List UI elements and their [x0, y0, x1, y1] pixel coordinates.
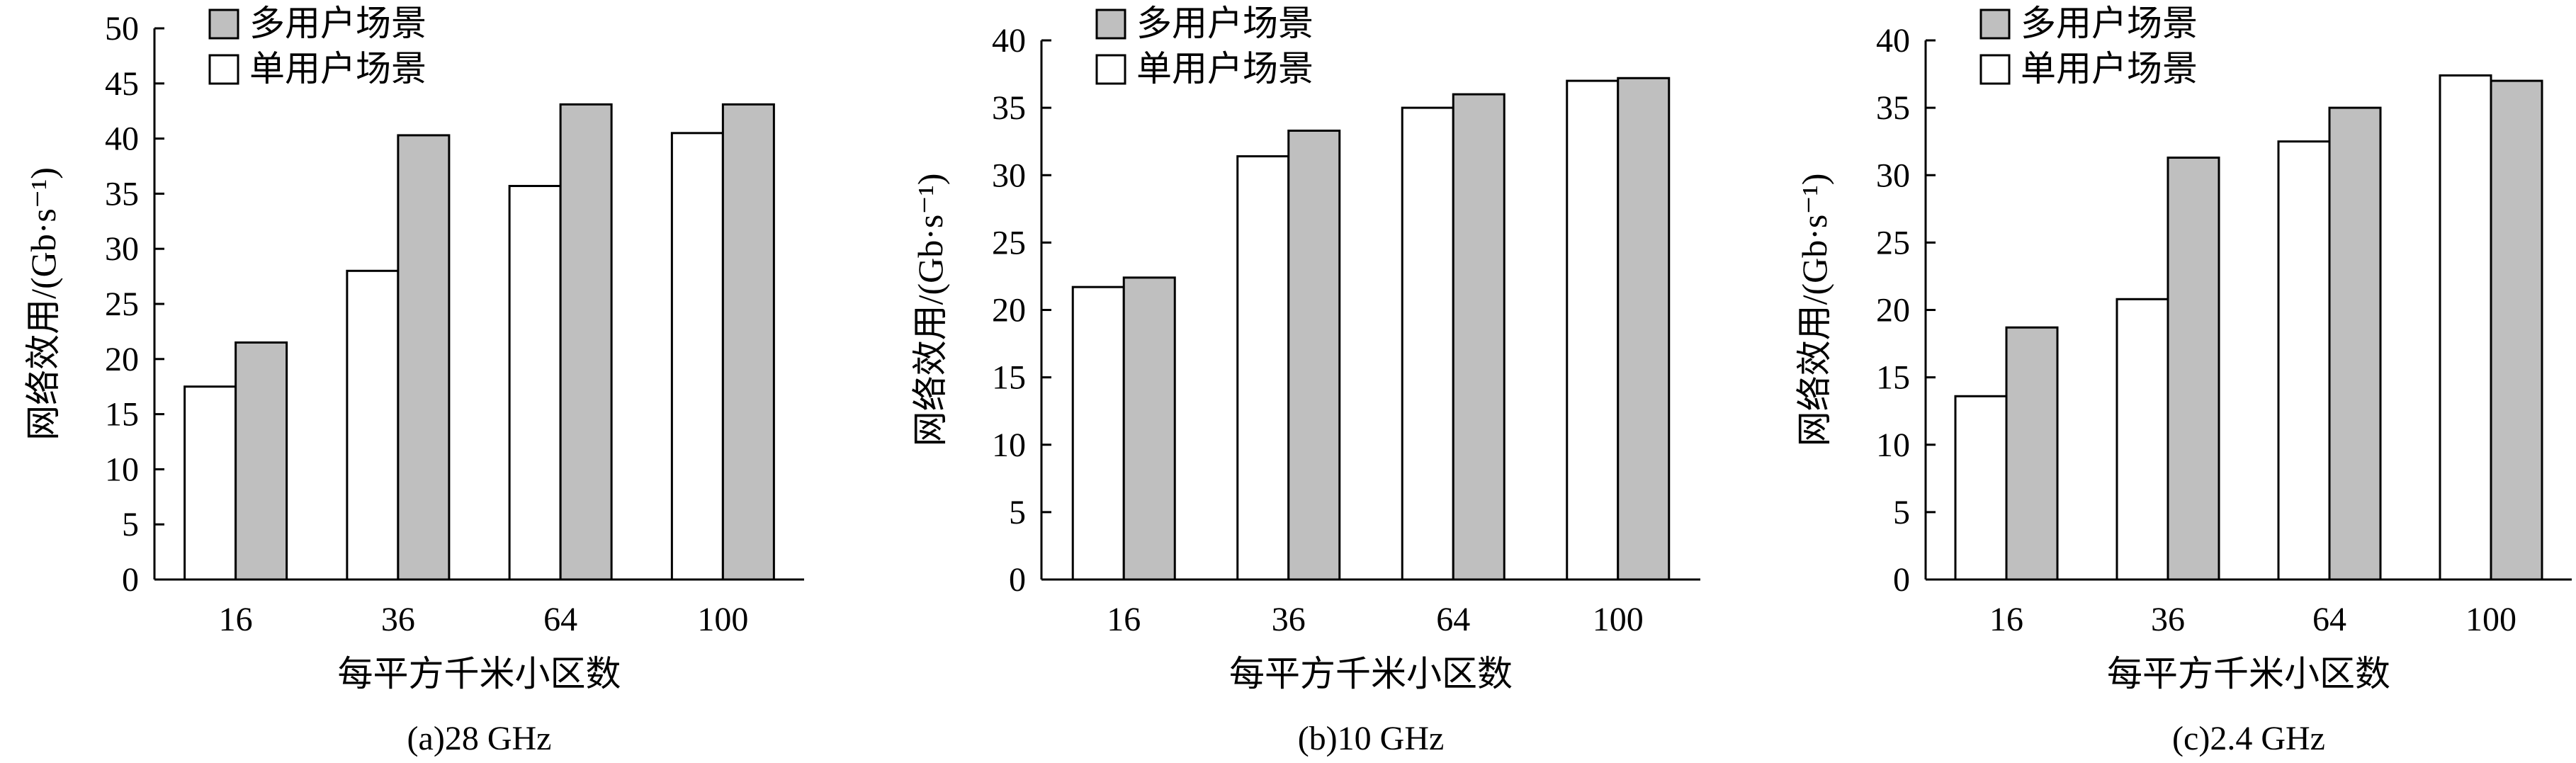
bar-single-user-100 — [670, 132, 724, 581]
bar-multi-user-16 — [235, 341, 288, 581]
bar-single-user-16 — [1071, 286, 1125, 581]
bar-single-user-64 — [2277, 140, 2331, 581]
bar-single-user-64 — [508, 185, 562, 581]
bar-single-user-36 — [346, 269, 400, 581]
y-tick-label: 45 — [105, 65, 139, 103]
bar-multi-user-36 — [1287, 129, 1341, 581]
y-tick-label: 40 — [992, 22, 1026, 60]
legend-swatch-single-user — [208, 54, 239, 85]
panel-caption: (a)28 GHz — [407, 720, 552, 757]
x-axis-title: 每平方千米小区数 — [338, 654, 621, 694]
bar-single-user-64 — [1401, 106, 1454, 581]
y-tick-label: 35 — [105, 175, 139, 213]
y-tick-label: 15 — [105, 396, 139, 434]
y-tick-label: 15 — [992, 359, 1026, 397]
bar-multi-user-100 — [1617, 77, 1671, 581]
x-tick-label: 16 — [1107, 601, 1141, 638]
y-tick-label: 5 — [1009, 494, 1026, 531]
y-axis-title: 网络效用/(Gb·s⁻¹) — [23, 167, 63, 441]
x-tick-label: 100 — [697, 601, 748, 638]
x-tick-label: 36 — [381, 601, 415, 638]
y-tick-label: 20 — [992, 292, 1026, 329]
x-tick-label: 16 — [219, 601, 253, 638]
legend-swatch-single-user — [1979, 54, 2011, 85]
bar-multi-user-64 — [1452, 93, 1506, 581]
legend-label-multi-user: 多用户场景 — [1136, 4, 1314, 43]
bar-single-user-36 — [2115, 298, 2169, 581]
bar-multi-user-16 — [2005, 326, 2059, 581]
y-tick-label: 35 — [1876, 89, 1910, 127]
chart-panel-b: 0 5 10 15 20 25 30 35 40 16 36 64 100 每平方千米小区数 (b)10 G… — [910, 4, 1700, 757]
x-tick-label: 64 — [1436, 601, 1470, 638]
y-axis-title: 网络效用/(Gb·s⁻¹) — [1795, 174, 1834, 447]
chart-panel-a: 0 5 10 15 20 25 30 35 40 45 50 16 36 64 100 每平方千米小区数 (a)… — [23, 4, 804, 757]
bar-multi-user-100 — [2490, 79, 2543, 581]
bar-single-user-16 — [1954, 395, 2008, 581]
y-tick-label: 0 — [122, 561, 139, 599]
y-tick-label: 5 — [122, 506, 139, 543]
y-tick-label: 50 — [105, 10, 139, 47]
x-tick-label: 100 — [1593, 601, 1644, 638]
y-axis-title: 网络效用/(Gb·s⁻¹) — [910, 174, 950, 447]
chart-panel-c: 0 5 10 15 20 25 30 35 40 16 36 64 100 每平方千米小区数 (c)2.4 … — [1795, 4, 2572, 757]
legend-label-single-user: 单用户场景 — [249, 49, 426, 89]
legend-swatch-multi-user — [1095, 9, 1126, 40]
y-tick-label: 30 — [992, 157, 1026, 194]
y-tick-label: 5 — [1893, 494, 1910, 531]
y-tick-label: 40 — [1876, 22, 1910, 60]
bar-single-user-100 — [2439, 74, 2492, 581]
y-tick-label: 0 — [1893, 561, 1910, 599]
y-tick-label: 35 — [992, 89, 1026, 127]
legend-swatch-multi-user — [208, 9, 239, 40]
y-tick-label: 15 — [1876, 359, 1910, 397]
y-tick-label: 20 — [1876, 292, 1910, 329]
legend-swatch-single-user — [1095, 54, 1126, 85]
bar-multi-user-36 — [2167, 157, 2220, 581]
y-tick-label: 30 — [105, 230, 139, 268]
y-tick-label: 20 — [105, 341, 139, 378]
y-tick-label: 40 — [105, 120, 139, 158]
x-tick-label: 36 — [2151, 601, 2185, 638]
x-tick-label: 36 — [1272, 601, 1306, 638]
x-tick-label: 64 — [2312, 601, 2346, 638]
y-tick-label: 25 — [1876, 224, 1910, 261]
legend-label-single-user: 单用户场景 — [2021, 49, 2198, 89]
legend-label-multi-user: 多用户场景 — [249, 4, 426, 43]
y-tick-label: 30 — [1876, 157, 1910, 194]
x-axis-title: 每平方千米小区数 — [2107, 654, 2390, 694]
x-axis-title: 每平方千米小区数 — [1229, 654, 1513, 694]
bar-multi-user-64 — [559, 103, 613, 581]
y-tick-label: 25 — [105, 286, 139, 323]
bar-multi-user-100 — [721, 103, 775, 581]
panel-caption: (b)10 GHz — [1298, 720, 1445, 757]
legend-label-multi-user: 多用户场景 — [2021, 4, 2198, 43]
panel-caption: (c)2.4 GHz — [2172, 720, 2325, 757]
y-tick-label: 10 — [105, 451, 139, 488]
y-tick-label: 10 — [1876, 426, 1910, 464]
legend-swatch-multi-user — [1979, 9, 2011, 40]
bar-single-user-16 — [183, 385, 237, 581]
y-tick-label: 0 — [1009, 561, 1026, 599]
bar-single-user-36 — [1236, 155, 1290, 581]
y-tick-label: 10 — [992, 426, 1026, 464]
x-tick-label: 64 — [543, 601, 577, 638]
legend-label-single-user: 单用户场景 — [1136, 49, 1314, 89]
bar-multi-user-16 — [1122, 276, 1176, 581]
bar-multi-user-64 — [2328, 106, 2382, 581]
y-tick-label: 25 — [992, 224, 1026, 261]
bar-single-user-100 — [1566, 79, 1620, 581]
x-tick-label: 100 — [2465, 601, 2516, 638]
bar-multi-user-36 — [397, 134, 451, 581]
x-tick-label: 16 — [1989, 601, 2023, 638]
